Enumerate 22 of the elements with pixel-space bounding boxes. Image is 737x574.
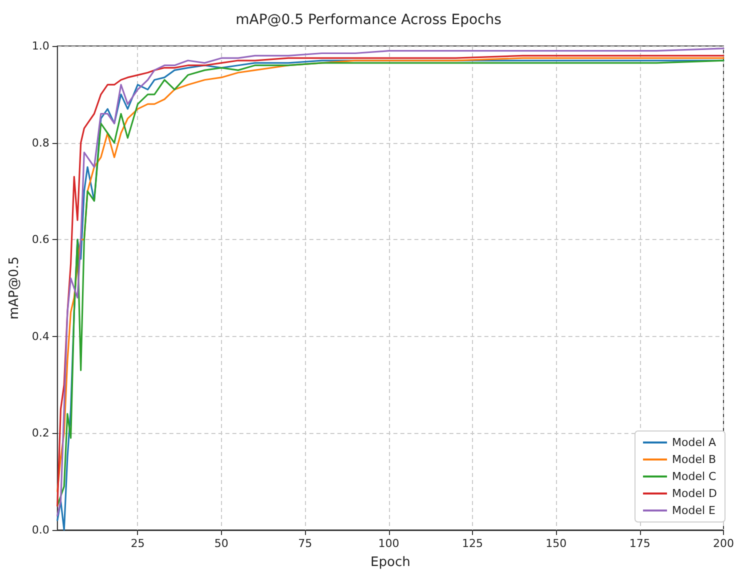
y-tick-label: 0.8 xyxy=(32,136,50,150)
y-tick-label: 0.6 xyxy=(32,233,50,246)
legend-label: Model E xyxy=(672,504,716,517)
y-tick-label: 0.0 xyxy=(32,524,50,536)
x-tick-label: 75 xyxy=(298,537,312,550)
x-tick-label: 25 xyxy=(130,537,145,550)
legend-label: Model C xyxy=(672,470,717,483)
x-tick-label: 125 xyxy=(462,537,483,550)
x-tick-label: 200 xyxy=(713,537,734,550)
y-tick-label: 1.0 xyxy=(32,40,50,52)
x-tick-label: 150 xyxy=(546,537,567,550)
y-tick-label: 0.2 xyxy=(32,426,50,440)
x-axis-title: Epoch xyxy=(370,555,410,570)
legend-label: Model B xyxy=(672,453,716,466)
x-tick-label: 100 xyxy=(378,537,400,550)
x-tick-label: 50 xyxy=(214,537,228,550)
y-axis-title: mAP@0.5 xyxy=(7,256,22,320)
legend-label: Model A xyxy=(672,436,717,449)
y-tick-label: 0.4 xyxy=(32,330,50,343)
chart-title: mAP@0.5 Performance Across Epochs xyxy=(236,12,502,28)
x-tick-label: 175 xyxy=(629,537,650,550)
legend-label: Model D xyxy=(672,487,718,500)
